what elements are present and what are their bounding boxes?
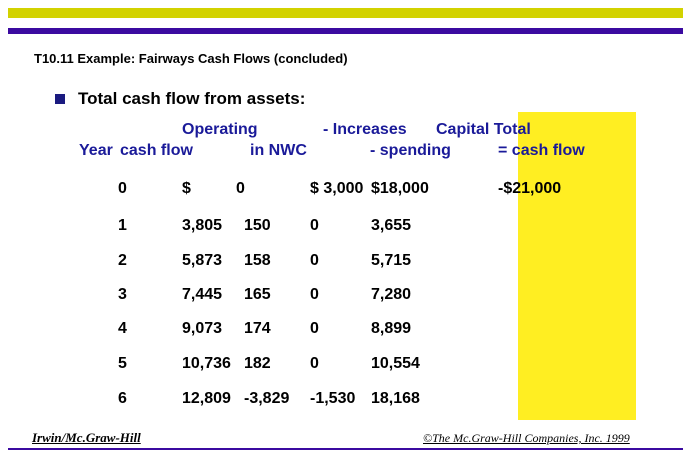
top-accent-bar: [8, 8, 683, 18]
square-bullet-icon: [55, 94, 65, 104]
cell-spending: 10,554: [371, 355, 420, 372]
header-in-nwc: in NWC: [250, 142, 307, 159]
cell-spending: $18,000: [371, 180, 429, 197]
title-stripe: [8, 28, 683, 34]
cell-nwc: 165: [244, 286, 271, 303]
cell-spending: 18,168: [371, 390, 420, 407]
cell-operating: 10,736: [182, 355, 231, 372]
cell-spending: 8,899: [371, 320, 412, 337]
header-cash-flow: cash flow: [120, 142, 193, 159]
cell-capital: 0: [310, 252, 319, 269]
slide-title: T10.11 Example: Fairways Cash Flows (con…: [34, 51, 348, 66]
cell-spending: 5,715: [371, 252, 412, 269]
cell-nwc: -3,829: [244, 390, 290, 407]
cell-total: -$21,000: [498, 180, 562, 197]
header-total-cash-flow: = cash flow: [498, 142, 585, 159]
cell-year: 3: [118, 286, 127, 303]
header-spending: - spending: [370, 142, 451, 159]
header-capital-total: Capital Total: [436, 121, 531, 138]
cell-capital: 0: [310, 355, 319, 372]
cell-year: 4: [118, 320, 127, 337]
cell-capital: 0: [310, 320, 319, 337]
cell-year: 1: [118, 217, 127, 234]
cell-nwc: 158: [244, 252, 271, 269]
footer-copyright: ©The Mc.Graw-Hill Companies, Inc. 1999: [423, 431, 630, 445]
cell-year: 2: [118, 252, 127, 269]
bullet-line: Total cash flow from assets:: [55, 89, 305, 109]
cell-operating: 9,073: [182, 320, 223, 337]
header-operating: Operating: [182, 121, 258, 138]
cell-capital: 0: [310, 286, 319, 303]
header-year: Year: [79, 142, 113, 159]
cell-nwc: 0: [236, 180, 245, 197]
cell-operating: 5,873: [182, 252, 223, 269]
cell-spending: 7,280: [371, 286, 412, 303]
footer-publisher: Irwin/Mc.Graw-Hill: [32, 430, 141, 445]
cell-capital: -1,530: [310, 390, 356, 407]
footer-rule: [8, 448, 683, 450]
cell-nwc: 182: [244, 355, 271, 372]
bullet-text: Total cash flow from assets:: [78, 89, 306, 108]
total-column-highlight: [518, 112, 636, 420]
cell-operating: 12,809: [182, 390, 231, 407]
cell-operating: 7,445: [182, 286, 223, 303]
cell-capital: $ 3,000: [310, 180, 364, 197]
cell-capital: 0: [310, 217, 319, 234]
cell-year: 0: [118, 180, 127, 197]
cell-year: 5: [118, 355, 127, 372]
cell-operating: $: [182, 180, 191, 197]
cell-nwc: 150: [244, 217, 271, 234]
cell-spending: 3,655: [371, 217, 412, 234]
cell-nwc: 174: [244, 320, 271, 337]
header-increases: - Increases: [323, 121, 407, 138]
cell-operating: 3,805: [182, 217, 223, 234]
cell-year: 6: [118, 390, 127, 407]
